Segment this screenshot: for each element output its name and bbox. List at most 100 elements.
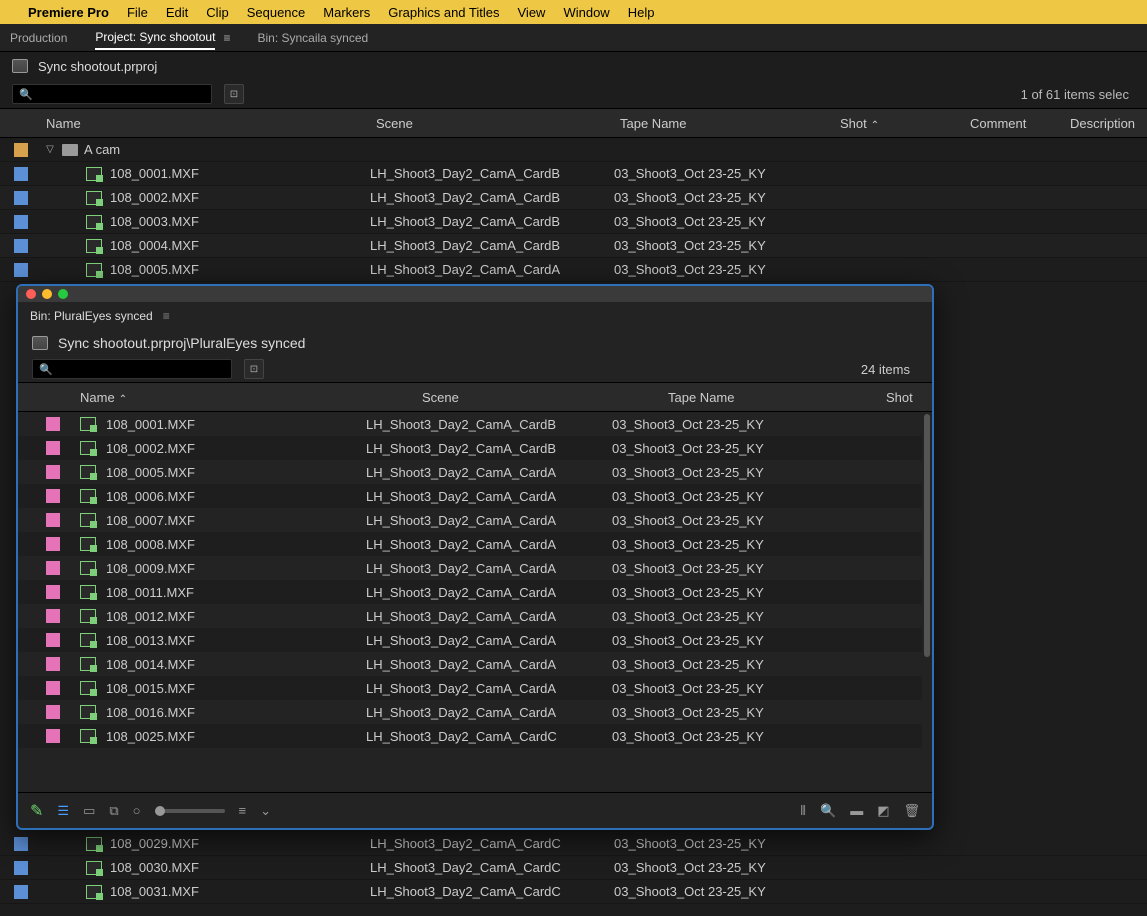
tape-cell: 03_Shoot3_Oct 23-25_KY <box>614 836 834 851</box>
window-minimize-icon[interactable] <box>42 289 52 299</box>
table-row[interactable]: 108_0003.MXF LH_Shoot3_Day2_CamA_CardB 0… <box>0 210 1147 234</box>
tab-bin-syncaila[interactable]: Bin: Syncaila synced <box>257 27 368 49</box>
table-row[interactable]: 108_0014.MXF LH_Shoot3_Day2_CamA_CardA 0… <box>18 652 922 676</box>
freeform-view-icon[interactable]: ⧉ <box>109 803 118 819</box>
col-description[interactable]: Description <box>1070 116 1147 131</box>
scene-cell: LH_Shoot3_Day2_CamA_CardA <box>366 681 612 696</box>
trash-icon[interactable]: 🗑 <box>903 803 920 819</box>
menu-help[interactable]: Help <box>628 5 655 20</box>
label-swatch <box>14 143 28 157</box>
table-row[interactable]: 108_0001.MXF LH_Shoot3_Day2_CamA_CardB 0… <box>18 412 922 436</box>
bin-new-bin-button[interactable]: ⊡ <box>244 359 264 379</box>
table-row[interactable]: 108_0005.MXF LH_Shoot3_Day2_CamA_CardA 0… <box>18 460 922 484</box>
zoom-slider[interactable] <box>155 809 225 813</box>
zoom-dot-icon: ○ <box>133 803 141 818</box>
bin-search-input[interactable]: 🔍 <box>32 359 232 379</box>
list-view-icon[interactable]: ☰ <box>57 803 69 819</box>
window-titlebar[interactable] <box>18 286 932 302</box>
menu-sequence[interactable]: Sequence <box>247 5 306 20</box>
menu-graphics[interactable]: Graphics and Titles <box>388 5 499 20</box>
tape-cell: 03_Shoot3_Oct 23-25_KY <box>612 705 830 720</box>
window-close-icon[interactable] <box>26 289 36 299</box>
table-row[interactable]: 108_0006.MXF LH_Shoot3_Day2_CamA_CardA 0… <box>18 484 922 508</box>
table-row[interactable]: 108_0015.MXF LH_Shoot3_Day2_CamA_CardA 0… <box>18 676 922 700</box>
tab-menu-icon[interactable]: ≡ <box>223 31 229 45</box>
scene-cell: LH_Shoot3_Day2_CamA_CardA <box>366 633 612 648</box>
col-scene[interactable]: Scene <box>376 116 620 131</box>
menu-markers[interactable]: Markers <box>323 5 370 20</box>
clip-icon <box>80 609 96 623</box>
table-row[interactable]: 108_0002.MXF LH_Shoot3_Day2_CamA_CardB 0… <box>0 186 1147 210</box>
sort-arrow-icon: ⌃ <box>119 394 127 405</box>
table-row[interactable]: 108_0004.MXF LH_Shoot3_Day2_CamA_CardB 0… <box>0 234 1147 258</box>
menu-clip[interactable]: Clip <box>206 5 228 20</box>
bin-tab-menu-icon[interactable]: ≡ <box>163 309 169 323</box>
tape-cell: 03_Shoot3_Oct 23-25_KY <box>614 214 834 229</box>
menu-window[interactable]: Window <box>563 5 609 20</box>
scene-cell: LH_Shoot3_Day2_CamA_CardA <box>366 465 612 480</box>
bin-col-tape[interactable]: Tape Name <box>668 390 886 405</box>
disclosure-icon[interactable]: ▽ <box>44 144 56 155</box>
bin-table-header: Name⌃ Scene Tape Name Shot <box>18 382 932 412</box>
menu-view[interactable]: View <box>518 5 546 20</box>
scene-cell: LH_Shoot3_Day2_CamA_CardA <box>366 585 612 600</box>
menubar[interactable]: Premiere Pro File Edit Clip Sequence Mar… <box>0 0 1147 24</box>
label-swatch <box>46 633 60 647</box>
bin-col-scene[interactable]: Scene <box>422 390 668 405</box>
app-name[interactable]: Premiere Pro <box>28 5 109 20</box>
col-shot[interactable]: Shot⌃ <box>840 116 970 131</box>
table-row[interactable]: 108_0016.MXF LH_Shoot3_Day2_CamA_CardA 0… <box>18 700 922 724</box>
col-tape[interactable]: Tape Name <box>620 116 840 131</box>
automate-icon[interactable]: ⦀ <box>800 803 806 819</box>
table-row[interactable]: 108_0009.MXF LH_Shoot3_Day2_CamA_CardA 0… <box>18 556 922 580</box>
project-path-row: Sync shootout.prproj <box>0 52 1147 80</box>
pencil-icon[interactable]: ✎ <box>30 801 43 821</box>
sort-icon[interactable]: ≡ <box>239 803 247 818</box>
table-row[interactable]: 108_0031.MXF LH_Shoot3_Day2_CamA_CardC 0… <box>0 880 1147 904</box>
table-row[interactable]: 108_0011.MXF LH_Shoot3_Day2_CamA_CardA 0… <box>18 580 922 604</box>
table-row[interactable]: 108_0030.MXF LH_Shoot3_Day2_CamA_CardC 0… <box>0 856 1147 880</box>
table-row[interactable]: 108_0002.MXF LH_Shoot3_Day2_CamA_CardB 0… <box>18 436 922 460</box>
folder-row[interactable]: ▽ A cam <box>0 138 1147 162</box>
tab-production[interactable]: Production <box>10 27 67 49</box>
clip-name: 108_0030.MXF <box>110 860 199 875</box>
menu-edit[interactable]: Edit <box>166 5 188 20</box>
table-row[interactable]: 108_0007.MXF LH_Shoot3_Day2_CamA_CardA 0… <box>18 508 922 532</box>
bin-item-count: 24 items <box>861 362 918 377</box>
label-swatch <box>14 263 28 277</box>
table-row[interactable]: 108_0005.MXF LH_Shoot3_Day2_CamA_CardA 0… <box>0 258 1147 282</box>
new-bin-button[interactable]: ⊡ <box>224 84 244 104</box>
clip-icon <box>80 537 96 551</box>
clip-name: 108_0004.MXF <box>110 238 199 253</box>
table-row[interactable]: 108_0013.MXF LH_Shoot3_Day2_CamA_CardA 0… <box>18 628 922 652</box>
window-zoom-icon[interactable] <box>58 289 68 299</box>
bin-tab[interactable]: Bin: PluralEyes synced <box>30 309 153 323</box>
table-row[interactable]: 108_0012.MXF LH_Shoot3_Day2_CamA_CardA 0… <box>18 604 922 628</box>
new-item-icon[interactable]: ◩ <box>877 803 889 819</box>
col-name[interactable]: Name <box>40 116 376 131</box>
menu-file[interactable]: File <box>127 5 148 20</box>
bin-col-shot[interactable]: Shot <box>886 390 932 405</box>
new-bin-icon[interactable]: ▬ <box>850 803 863 818</box>
tab-project[interactable]: Project: Sync shootout <box>95 26 215 50</box>
search-input[interactable]: 🔍 <box>12 84 212 104</box>
scene-cell: LH_Shoot3_Day2_CamA_CardB <box>370 166 614 181</box>
table-row[interactable]: 108_0025.MXF LH_Shoot3_Day2_CamA_CardC 0… <box>18 724 922 748</box>
col-comment[interactable]: Comment <box>970 116 1070 131</box>
bin-path-row: Sync shootout.prproj\PluralEyes synced <box>18 330 932 356</box>
project-search-row: 🔍 ⊡ 1 of 61 items selec <box>0 80 1147 108</box>
bin-icon <box>32 336 48 350</box>
find-icon[interactable]: 🔍 <box>820 803 836 819</box>
label-swatch <box>46 417 60 431</box>
folder-icon <box>62 144 78 156</box>
bin-col-name[interactable]: Name⌃ <box>74 390 422 405</box>
scrollbar[interactable] <box>924 414 930 657</box>
clip-icon <box>86 167 102 181</box>
table-row[interactable]: 108_0001.MXF LH_Shoot3_Day2_CamA_CardB 0… <box>0 162 1147 186</box>
chevron-down-icon[interactable]: ⌄ <box>260 803 271 819</box>
clip-icon <box>80 657 96 671</box>
scene-cell: LH_Shoot3_Day2_CamA_CardA <box>370 262 614 277</box>
icon-view-icon[interactable]: ▭ <box>83 803 95 819</box>
table-row[interactable]: 108_0029.MXF LH_Shoot3_Day2_CamA_CardC 0… <box>0 832 1147 856</box>
table-row[interactable]: 108_0008.MXF LH_Shoot3_Day2_CamA_CardA 0… <box>18 532 922 556</box>
